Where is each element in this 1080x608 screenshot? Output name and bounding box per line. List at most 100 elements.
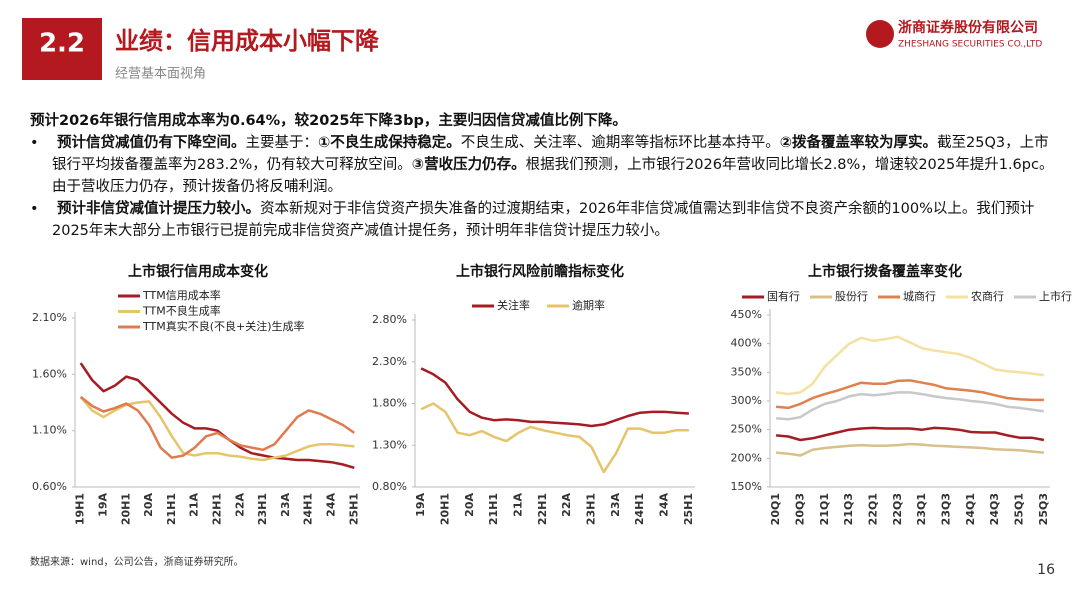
- x-tick-label: 24Q1: [964, 493, 977, 525]
- x-tick-label: 23Q3: [940, 493, 953, 525]
- y-tick-label: 150%: [731, 480, 762, 493]
- legend-label: 上市行: [1039, 289, 1072, 303]
- legend-label: 关注率: [497, 298, 530, 312]
- x-tick-label: 25Q1: [1013, 493, 1026, 525]
- x-tick-label: 23A: [279, 493, 292, 517]
- x-tick-label: 23H1: [585, 493, 598, 525]
- series-line: [420, 367, 689, 428]
- x-tick-label: 22A: [560, 493, 573, 517]
- x-tick-label: 19A: [414, 493, 427, 517]
- y-tick-label: 0.80%: [372, 480, 407, 493]
- y-tick-label: 250%: [731, 423, 762, 436]
- y-tick-label: 400%: [731, 337, 762, 350]
- x-tick-label: 21Q1: [818, 493, 831, 525]
- bullet-text: ①不良生成保持稳定。: [318, 135, 461, 151]
- y-tick-label: 2.80%: [372, 313, 407, 326]
- x-tick-label: 23A: [609, 493, 622, 517]
- x-tick-label: 20Q1: [769, 493, 782, 525]
- x-tick-label: 20H1: [119, 493, 132, 525]
- bullet-text: 截至25Q3，上市银行平均拨备覆盖率为283.2%，仍有较大可释放空间。: [52, 135, 1049, 173]
- bullet: • 预计非信贷减值计提压力较小。资本新规对于非信贷资产损失准备的过渡期结束，20…: [30, 201, 1035, 239]
- legend-label: TTM不良生成率: [142, 304, 221, 318]
- x-tick-label: 25Q3: [1037, 493, 1050, 525]
- text-body: 预计2026年银行信用成本率为0.64%，较2025年下降3bp，主要归因信贷减…: [30, 110, 1055, 242]
- source: 数据来源：wind，公司公告，浙商证券研究所。: [30, 555, 244, 568]
- x-tick-label: 22H1: [211, 493, 224, 525]
- x-tick-label: 21Q3: [842, 493, 855, 525]
- x-tick-label: 24A: [658, 493, 671, 517]
- legend-label: 国有行: [767, 289, 800, 303]
- series-line: [775, 335, 1045, 396]
- y-tick-label: 200%: [731, 451, 762, 464]
- x-tick-label: 24H1: [633, 493, 646, 525]
- legend-label: 股份行: [835, 290, 868, 303]
- chart-title: 上市银行信用成本变化: [128, 263, 268, 280]
- y-tick-label: 300%: [731, 394, 762, 407]
- y-tick-label: 1.10%: [32, 424, 67, 437]
- page-number: 16: [1037, 562, 1055, 578]
- series-line: [79, 362, 355, 470]
- y-tick-label: 450%: [731, 308, 762, 321]
- bullet-text: ②拨备覆盖率较为厚实。: [779, 135, 938, 151]
- y-tick-label: 0.60%: [32, 480, 67, 493]
- x-tick-label: 25H1: [682, 493, 695, 525]
- x-tick-label: 24A: [325, 493, 338, 517]
- x-tick-label: 19A: [97, 493, 110, 517]
- x-tick-label: 19H1: [74, 493, 87, 525]
- x-tick-label: 20A: [142, 493, 155, 517]
- x-tick-label: 20H1: [438, 493, 451, 525]
- y-tick-label: 2.10%: [32, 311, 67, 324]
- x-tick-label: 23H1: [256, 493, 269, 525]
- x-tick-label: 24H1: [302, 493, 315, 525]
- badge: 2.2: [39, 29, 85, 59]
- series-line: [775, 391, 1045, 421]
- x-tick-label: 21A: [511, 493, 524, 517]
- x-tick-label: 20Q3: [793, 493, 806, 525]
- x-tick-label: 21H1: [165, 493, 178, 525]
- y-tick-label: 1.30%: [372, 438, 407, 451]
- bullets: • 预计信贷减值仍有下降空间。主要基于：①不良生成保持稳定。不良生成、关注率、逾…: [30, 132, 1055, 242]
- bullet-text: 根据我们预测，上市银行2026年营收同比增长2.8%，增速较2025年提升1.6…: [52, 157, 1054, 195]
- series-line: [775, 442, 1045, 457]
- logo: [866, 20, 894, 48]
- company: 浙商证券股份有限公司: [898, 19, 1038, 36]
- series-line: [420, 402, 689, 474]
- summary: 预计2026年银行信用成本率为0.64%，较2025年下降3bp，主要归因信贷减…: [30, 113, 627, 129]
- chart-title: 上市银行风险前瞻指标变化: [456, 263, 624, 280]
- bullet-text: ③营收压力仍存。: [411, 157, 526, 173]
- series-line: [79, 395, 356, 459]
- series-line: [775, 379, 1044, 410]
- y-tick-label: 350%: [731, 365, 762, 378]
- bullet-text: 预计信贷减值仍有下降空间。: [57, 135, 246, 151]
- bullet-text: 主要基于：: [245, 135, 319, 151]
- x-tick-label: 25H1: [347, 493, 360, 525]
- series-line: [775, 426, 1045, 442]
- company-en: ZHESHANG SECURITIES CO.,LTD: [898, 40, 1042, 50]
- y-tick-label: 1.80%: [372, 397, 407, 410]
- x-tick-label: 21A: [188, 493, 201, 517]
- x-tick-label: 22Q3: [891, 493, 904, 525]
- x-tick-label: 20A: [463, 493, 476, 517]
- legend-label: TTM信用成本率: [142, 288, 221, 302]
- x-tick-label: 23Q1: [915, 493, 928, 525]
- bullet: • 预计信贷减值仍有下降空间。主要基于：①不良生成保持稳定。不良生成、关注率、逾…: [30, 135, 1054, 195]
- y-tick-label: 2.30%: [372, 355, 407, 368]
- bullet-text: 不良生成、关注率、逾期率等指标环比基本持平。: [460, 135, 780, 151]
- legend-label: 逾期率: [572, 298, 605, 312]
- bullet-text: 预计非信贷减值计提压力较小。: [57, 201, 260, 217]
- badge-bg: [22, 18, 102, 80]
- chart-title: 上市银行拨备覆盖率变化: [808, 263, 962, 280]
- legend-label: TTM真实不良(不良+关注)生成率: [142, 319, 305, 333]
- legend-label: 农商行: [971, 289, 1004, 303]
- x-tick-label: 22H1: [536, 493, 549, 525]
- slide-title: 业绩：信用成本小幅下降: [115, 27, 380, 55]
- y-tick-label: 1.60%: [32, 367, 67, 380]
- bullet-text: 资本新规对于非信贷资产损失准备的过渡期结束，2026年非信贷减值需达到非信贷不良…: [52, 201, 1035, 239]
- subtitle: 经营基本面视角: [115, 67, 206, 82]
- x-tick-label: 21H1: [487, 493, 500, 525]
- x-tick-label: 24Q3: [988, 493, 1001, 525]
- x-tick-label: 22A: [233, 493, 246, 517]
- x-tick-label: 22Q1: [866, 493, 879, 525]
